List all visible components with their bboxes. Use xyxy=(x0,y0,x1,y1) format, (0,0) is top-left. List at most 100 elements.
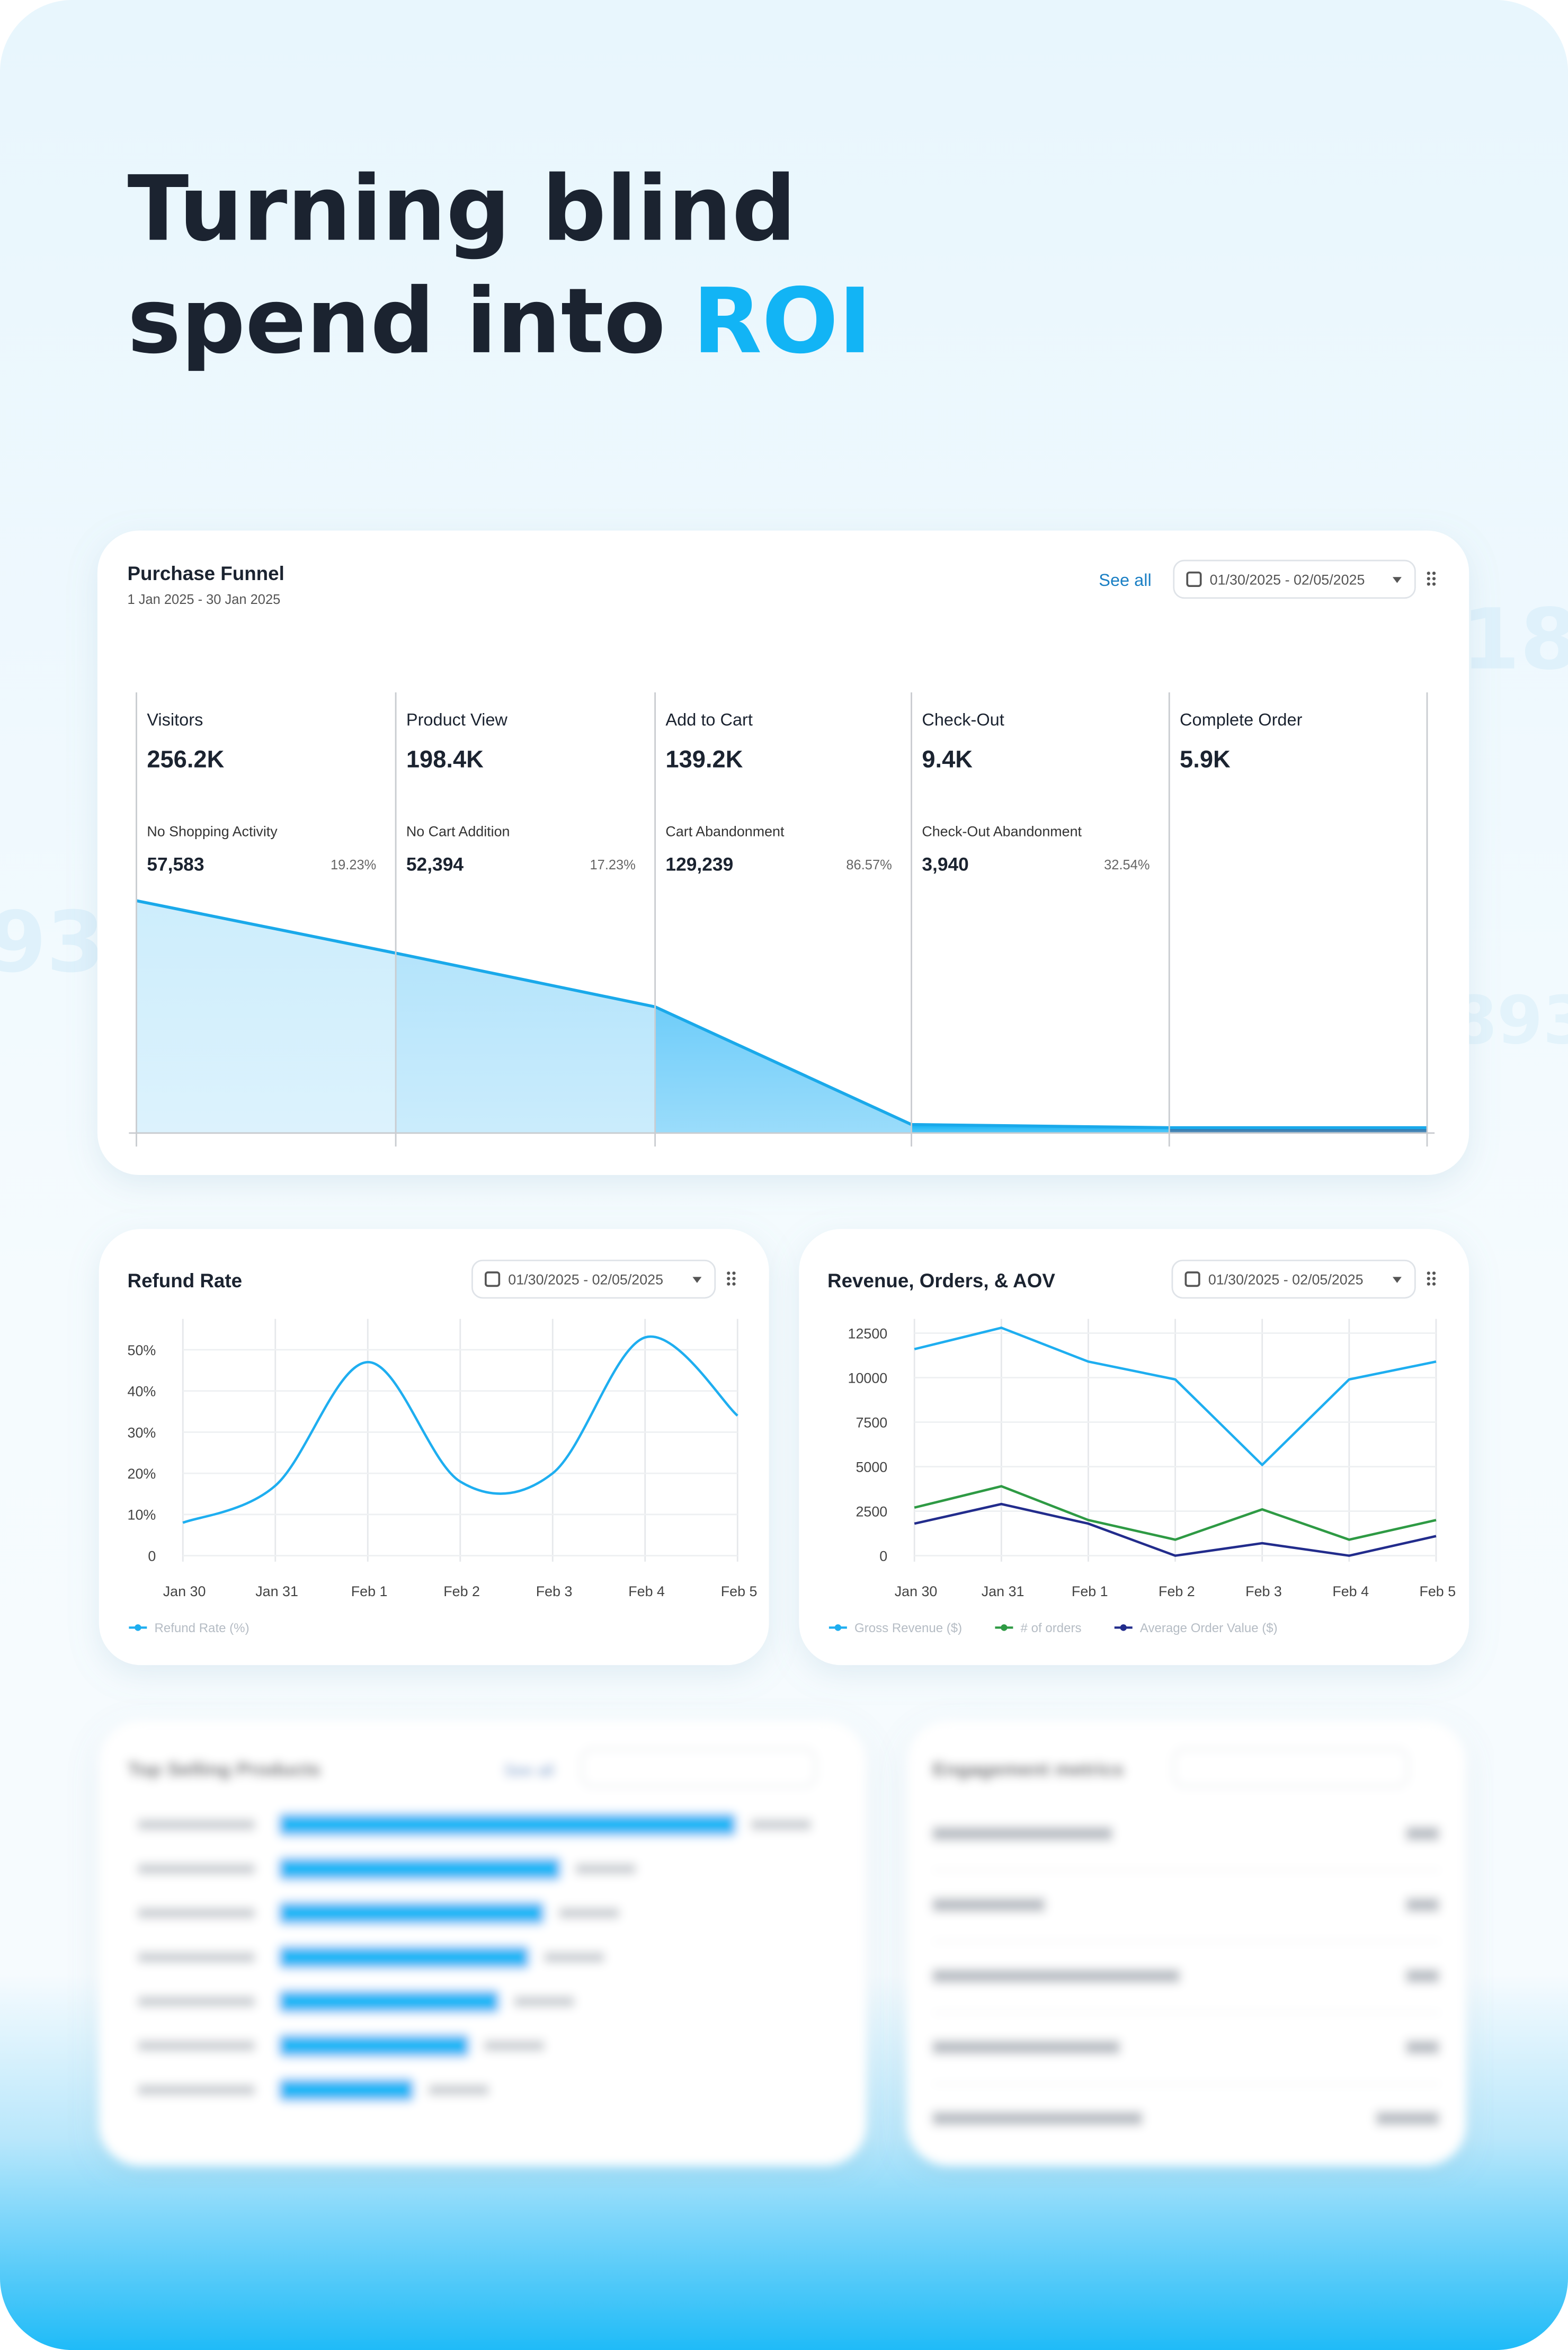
card-title: Refund Rate xyxy=(128,1270,243,1292)
decor-number: 18 xyxy=(1462,591,1568,689)
decor-number: 93 xyxy=(0,894,105,991)
headline-highlight: ROI xyxy=(693,269,872,374)
placeholder-row-value xyxy=(1376,2112,1439,2125)
x-tick-label: Feb 4 xyxy=(1332,1583,1369,1599)
drag-handle-dot xyxy=(732,1277,736,1280)
drop-rate: 19.23% xyxy=(331,858,376,873)
stage-value: 139.2K xyxy=(665,745,743,772)
drop-value: 3,940 xyxy=(922,854,969,875)
drop-name: Check-Out Abandonment xyxy=(922,824,1082,840)
date-picker[interactable]: 01/30/2025 - 02/05/2025 xyxy=(471,1259,716,1299)
drag-handle-dot xyxy=(732,1282,736,1286)
placeholder-value xyxy=(544,1952,604,1963)
card-subtitle: 1 Jan 2025 - 30 Jan 2025 xyxy=(128,592,281,607)
placeholder-bar xyxy=(279,2034,469,2057)
drag-handle-dot xyxy=(1432,1277,1436,1280)
see-all-link[interactable]: See all xyxy=(1099,571,1151,590)
drag-handle-dot xyxy=(727,1282,730,1286)
funnel-area xyxy=(655,1007,912,1133)
date-picker[interactable]: 01/30/2025 - 02/05/2025 xyxy=(1171,1259,1416,1299)
drop-rate: 32.54% xyxy=(1104,858,1150,873)
placeholder-label xyxy=(138,1819,255,1830)
stage-value: 198.4K xyxy=(406,745,484,772)
stage-value: 9.4K xyxy=(922,745,973,772)
drag-handle-dot xyxy=(732,1271,736,1275)
legend-dot xyxy=(1001,1624,1008,1631)
placeholder-label xyxy=(138,2085,255,2096)
calendar-icon xyxy=(485,1271,501,1287)
drag-handle-dot xyxy=(1432,1271,1436,1275)
placeholder-value xyxy=(575,1863,636,1874)
y-tick-label: 0 xyxy=(879,1548,887,1564)
stage-name: Add to Cart xyxy=(665,710,752,729)
placeholder-row-value xyxy=(1406,1827,1439,1841)
placeholder-row-value xyxy=(1406,1898,1439,1912)
x-tick-label: Feb 3 xyxy=(1245,1583,1282,1599)
card-title: Top Selling Products xyxy=(128,1758,321,1780)
placeholder-row-label xyxy=(932,1969,1180,1983)
placeholder-row-label xyxy=(932,2040,1120,2054)
legend-dot xyxy=(834,1624,842,1631)
calendar-icon xyxy=(1184,1271,1200,1287)
placeholder-bar xyxy=(279,1902,545,1925)
card-title: Engagement metrics xyxy=(932,1758,1124,1780)
x-tick-label: Jan 31 xyxy=(255,1583,298,1599)
y-tick-label: 10% xyxy=(128,1507,156,1523)
drag-handle-dot xyxy=(1427,572,1430,575)
dropdown-caret xyxy=(1392,1277,1402,1283)
x-tick-label: Feb 1 xyxy=(351,1583,388,1599)
headline-line2: spend into ROI xyxy=(128,269,872,374)
placeholder-row-value xyxy=(1406,2040,1439,2054)
date-range: 01/30/2025 - 02/05/2025 xyxy=(1210,572,1365,588)
legend-dot xyxy=(135,1624,141,1631)
placeholder-picker xyxy=(1173,1748,1409,1787)
date-picker[interactable]: 01/30/2025 - 02/05/2025 xyxy=(1173,559,1416,599)
date-range: 01/30/2025 - 02/05/2025 xyxy=(1208,1272,1364,1288)
placeholder-value xyxy=(751,1819,811,1830)
drag-handle-dot xyxy=(1427,1282,1430,1286)
x-tick-label: Feb 5 xyxy=(721,1583,758,1599)
placeholder-bar xyxy=(279,1813,736,1836)
y-tick-label: 0 xyxy=(148,1548,156,1564)
placeholder-label xyxy=(138,2040,255,2051)
placeholder-bar xyxy=(279,1990,500,2013)
drag-handle-dot xyxy=(1432,1282,1436,1286)
drop-value: 129,239 xyxy=(665,854,733,875)
funnel-area xyxy=(136,901,396,1133)
drag-handle-dot xyxy=(1432,577,1436,581)
legend-label: Average Order Value ($) xyxy=(1140,1621,1278,1635)
headline-line1: Turning blind xyxy=(128,157,797,262)
series-line xyxy=(914,1327,1437,1467)
placeholder-row-label xyxy=(932,2112,1143,2125)
x-tick-label: Feb 2 xyxy=(1159,1583,1195,1599)
drop-rate: 17.23% xyxy=(590,858,636,873)
placeholder-label xyxy=(138,1863,255,1874)
x-tick-label: Jan 30 xyxy=(895,1583,938,1599)
y-tick-label: 5000 xyxy=(856,1459,887,1475)
dropdown-caret xyxy=(1392,577,1402,583)
placeholder-row-label xyxy=(932,1898,1045,1912)
drag-handle-dot xyxy=(1427,582,1430,586)
stage-name: Complete Order xyxy=(1180,710,1303,729)
drag-handle-dot xyxy=(1427,577,1430,581)
placeholder-bar xyxy=(279,1857,561,1881)
series-line xyxy=(914,1502,1437,1557)
legend-label: Gross Revenue ($) xyxy=(854,1621,962,1635)
card xyxy=(907,1720,1466,2166)
drag-handle-dot xyxy=(1427,1277,1430,1280)
card-title: Purchase Funnel xyxy=(128,563,284,584)
stage-name: Product View xyxy=(406,710,508,729)
drop-name: No Shopping Activity xyxy=(147,824,278,840)
blurred-card: Engagement metrics xyxy=(907,1720,1466,2166)
legend-label: Refund Rate (%) xyxy=(154,1621,249,1635)
placeholder-row-label xyxy=(932,1827,1112,1841)
stage-name: Visitors xyxy=(147,710,203,729)
date-picker-box xyxy=(1173,559,1416,599)
calendar-icon xyxy=(1186,571,1202,588)
date-picker-box xyxy=(471,1259,716,1299)
blurred-card: Top Selling Products See all xyxy=(99,1720,867,2166)
card-title: Revenue, Orders, & AOV xyxy=(827,1270,1055,1292)
legend-dot xyxy=(1120,1624,1127,1631)
x-tick-label: Feb 4 xyxy=(628,1583,665,1599)
